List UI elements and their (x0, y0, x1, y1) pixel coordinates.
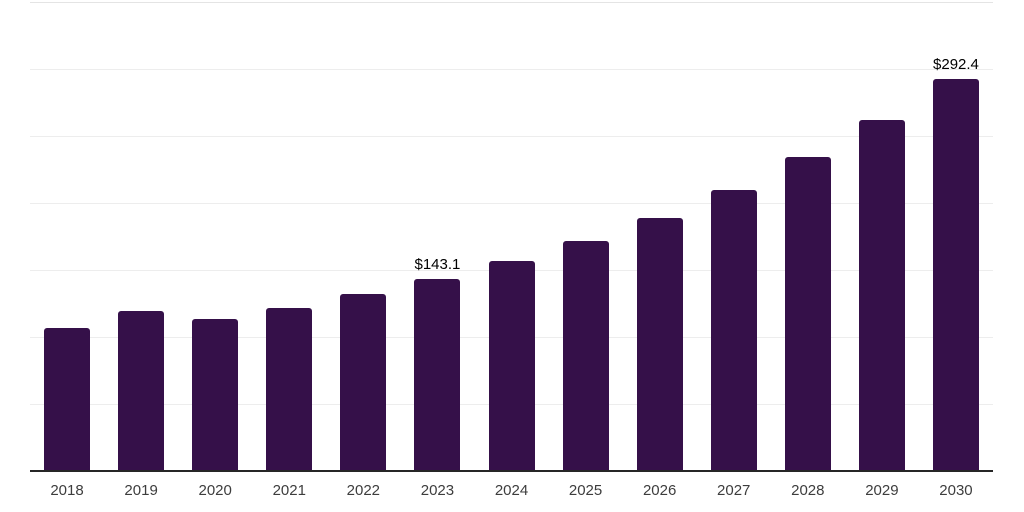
bar-2018[interactable] (44, 327, 91, 471)
x-axis-label-2026: 2026 (642, 482, 677, 499)
x-axis-label-2019: 2019 (124, 482, 158, 499)
gridline-300 (30, 69, 993, 70)
x-axis-labels: 2018 2019 2020 2021 2022 2023 2024 2025 2026 2027… (30, 481, 993, 501)
x-axis-label-2024: 2024 (494, 482, 529, 499)
bar-2027[interactable] (710, 190, 757, 471)
bar-2029[interactable] (858, 120, 905, 471)
x-axis-label-2021: 2021 (272, 482, 306, 499)
bar-2019[interactable] (118, 310, 165, 471)
bar-2022[interactable] (340, 293, 387, 471)
bar-2020[interactable] (192, 319, 239, 471)
x-axis-label-2029: 2029 (865, 482, 899, 499)
bar-2030[interactable] (932, 79, 979, 471)
x-axis-line (30, 470, 993, 472)
gridline-250 (30, 136, 993, 137)
x-axis-label-2025: 2025 (568, 482, 603, 499)
x-axis-label-2018: 2018 (50, 482, 84, 499)
x-axis-label-2020: 2020 (198, 482, 232, 499)
bar-value-label-2023: $143.1 (414, 256, 461, 274)
x-axis-label-2030: 2030 (939, 482, 973, 499)
bar-2023[interactable] (414, 279, 461, 471)
x-axis-label-2023: 2023 (420, 482, 455, 499)
x-axis-label-2028: 2028 (791, 482, 825, 499)
gridline-200 (30, 203, 993, 204)
bar-2026[interactable] (636, 218, 683, 471)
bar-2028[interactable] (784, 156, 831, 471)
gridline-350 (30, 2, 993, 3)
plot-area: $143.1 $292.4 (30, 2, 993, 471)
bar-2021[interactable] (266, 307, 313, 471)
bar-value-label-2030: $292.4 (933, 56, 979, 74)
bar-2025[interactable] (562, 241, 609, 471)
x-axis-label-2022: 2022 (346, 482, 381, 499)
x-axis-label-2027: 2027 (717, 482, 751, 499)
bar-2024[interactable] (488, 261, 535, 471)
